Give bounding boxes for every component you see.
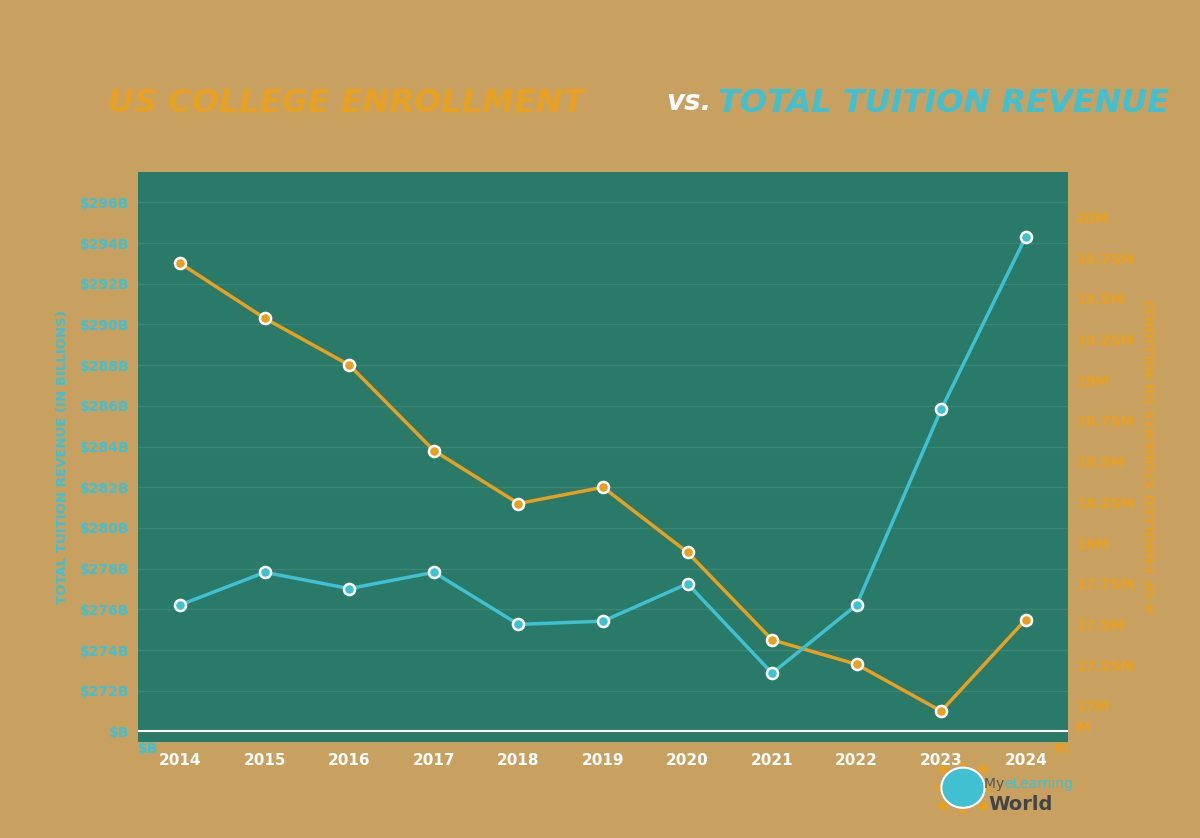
- Circle shape: [979, 766, 986, 773]
- Text: TOTAL TUITION REVENUE: TOTAL TUITION REVENUE: [718, 88, 1169, 119]
- Circle shape: [931, 784, 938, 791]
- Circle shape: [959, 758, 967, 765]
- Circle shape: [979, 803, 986, 810]
- Text: My: My: [984, 777, 1009, 790]
- Circle shape: [988, 784, 995, 791]
- Text: US COLLEGE ENROLLMENT: US COLLEGE ENROLLMENT: [108, 88, 584, 119]
- Circle shape: [942, 768, 985, 808]
- Circle shape: [940, 766, 947, 773]
- Text: World: World: [989, 795, 1054, 814]
- Y-axis label: # OF ENROLLED STUDENTS (IN MILLIONS): # OF ENROLLED STUDENTS (IN MILLIONS): [1146, 300, 1158, 613]
- Text: M: M: [1055, 742, 1068, 756]
- Y-axis label: TOTAL TUITION REVENUE (IN BILLIONS): TOTAL TUITION REVENUE (IN BILLIONS): [56, 310, 68, 603]
- Text: vs.: vs.: [666, 88, 712, 116]
- Circle shape: [940, 803, 947, 810]
- Text: $B: $B: [138, 742, 158, 756]
- Circle shape: [959, 810, 967, 817]
- Text: eLearning: eLearning: [1004, 777, 1073, 790]
